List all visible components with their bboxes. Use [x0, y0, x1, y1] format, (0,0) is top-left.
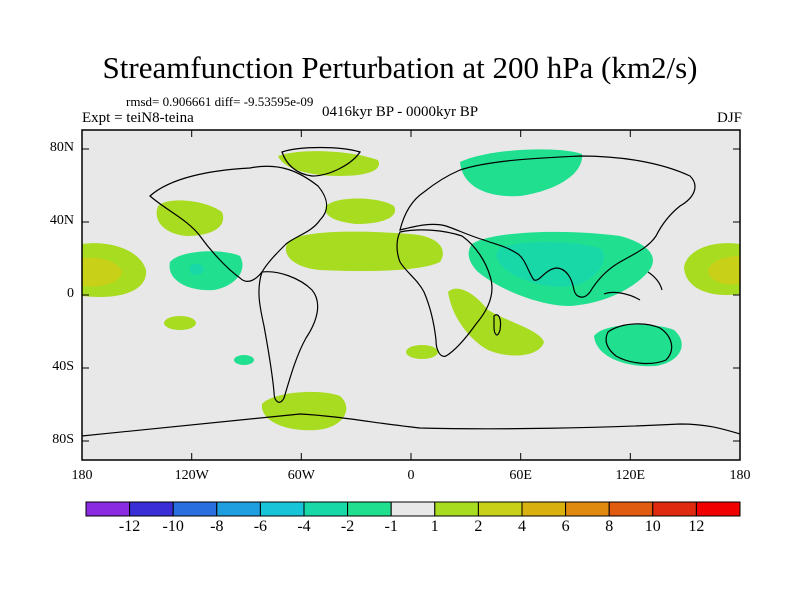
map-frame [81, 129, 741, 461]
colorbar-box-13 [652, 501, 697, 517]
colorbar-box-14 [695, 501, 741, 517]
colorbar-box-12 [608, 501, 654, 517]
x-ticks [81, 130, 741, 460]
lon-label-120w: 120W [174, 468, 209, 483]
colorbar-label: 4 [518, 518, 526, 535]
colorbar-label: -4 [297, 518, 311, 535]
lon-label-0: 0 [407, 468, 415, 483]
colorbar-label: -1 [384, 518, 398, 535]
lat-label-40n: 40N [49, 213, 74, 228]
colorbar-box-5 [303, 501, 349, 517]
colorbar-label: 2 [474, 518, 483, 535]
colorbar-box-0 [85, 501, 131, 517]
period-label: 0416kyr BP - 0000kyr BP [322, 104, 479, 120]
colorbar-label: 10 [644, 518, 661, 535]
colorbar-box-10 [521, 501, 567, 517]
lat-label-40s: 40S [52, 359, 74, 374]
colorbar-box-9 [477, 501, 523, 517]
lat-label-80n: 80N [49, 140, 74, 155]
season-label: DJF [716, 110, 742, 126]
lat-label-0: 0 [67, 286, 74, 301]
lon-label-180w: 180 [71, 468, 93, 483]
y-ticks [82, 148, 740, 442]
experiment-label: Expt = teiN8-teina [82, 110, 194, 126]
colorbar-label: 12 [688, 518, 705, 535]
colorbar-box-7 [390, 501, 436, 517]
colorbar [85, 501, 741, 517]
contour-fields [82, 149, 740, 431]
colorbar-label: -8 [210, 518, 224, 535]
colorbar-label: -10 [162, 518, 184, 535]
colorbar-label: -12 [118, 518, 141, 535]
colorbar-box-8 [434, 501, 479, 517]
colorbar-label: 6 [561, 518, 570, 535]
lat-label-80s: 80S [52, 432, 74, 447]
colorbar-box-6 [347, 501, 392, 517]
colorbar-box-11 [565, 501, 610, 517]
lon-label-60w: 60W [287, 468, 315, 483]
colorbar-box-1 [129, 501, 174, 517]
colorbar-box-4 [259, 501, 305, 517]
map-title: Streamfunction Perturbation at 200 hPa (… [102, 50, 698, 85]
lon-label-120e: 120E [615, 468, 646, 483]
stats-text: rmsd= 0.906661 diff= -9.53595e-09 [126, 94, 314, 109]
colorbar-label: 1 [430, 518, 439, 535]
colorbar-box-3 [216, 501, 261, 517]
colorbar-label: 8 [605, 518, 614, 535]
lon-label-60e: 60E [509, 468, 532, 483]
coastlines [81, 146, 741, 437]
colorbar-box-2 [172, 501, 218, 517]
lon-label-180e: 180 [729, 468, 751, 483]
colorbar-label: -6 [253, 518, 268, 535]
colorbar-label: -2 [340, 518, 355, 535]
